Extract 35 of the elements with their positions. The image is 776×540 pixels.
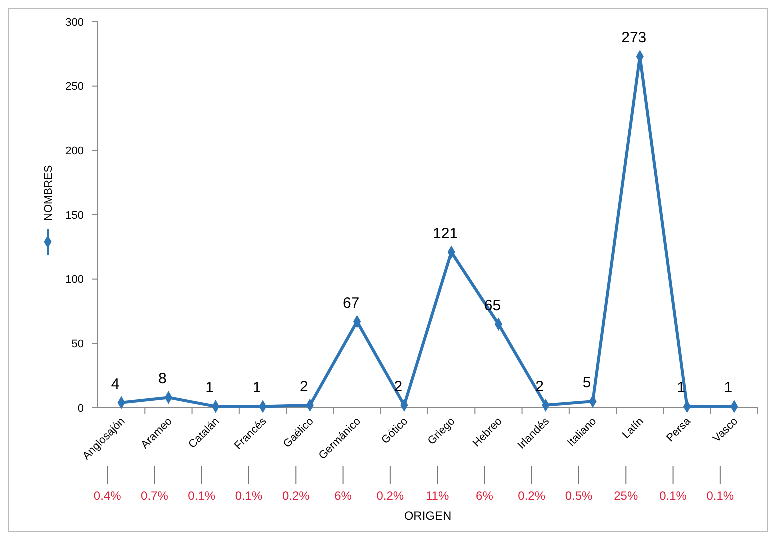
- text: 11%: [426, 489, 450, 503]
- data-label: 5: [582, 374, 592, 392]
- text: 0.1%: [660, 489, 688, 503]
- text: 0.1%: [706, 489, 734, 503]
- y-tick-label: 0: [78, 402, 84, 415]
- y-tick-label: 250: [66, 81, 84, 94]
- data-label: 1: [252, 380, 262, 397]
- text: 0.2%: [282, 489, 310, 503]
- data-label: 1: [724, 380, 733, 397]
- text: 0.1%: [188, 489, 216, 503]
- text: 0.4%: [94, 489, 122, 503]
- x-axis-title: ORIGEN: [404, 509, 452, 523]
- data-label: 8: [158, 370, 167, 388]
- text: 0.2%: [518, 489, 546, 503]
- text: 0.2%: [376, 489, 404, 503]
- data-label: 121: [433, 225, 458, 242]
- text: NOMBRES: [43, 165, 55, 221]
- data-label: 2: [536, 378, 544, 396]
- y-tick-label: 300: [66, 16, 84, 29]
- data-label: 67: [342, 294, 360, 312]
- y-tick-label: 50: [72, 338, 84, 351]
- data-label: 2: [394, 378, 403, 396]
- data-label: 4: [111, 376, 120, 393]
- y-tick-label: 150: [66, 210, 84, 222]
- text: 0.5%: [565, 489, 593, 503]
- text: 0.1%: [235, 489, 263, 503]
- y-tick-label: 200: [66, 146, 84, 158]
- text: 25%: [614, 489, 638, 503]
- text: 6%: [476, 489, 494, 503]
- text: 6%: [334, 489, 352, 503]
- text: 0.7%: [141, 489, 169, 503]
- data-label: 1: [206, 380, 214, 397]
- data-label: 2: [300, 378, 308, 396]
- data-label: 273: [622, 30, 647, 47]
- y-tick-label: 100: [66, 274, 84, 286]
